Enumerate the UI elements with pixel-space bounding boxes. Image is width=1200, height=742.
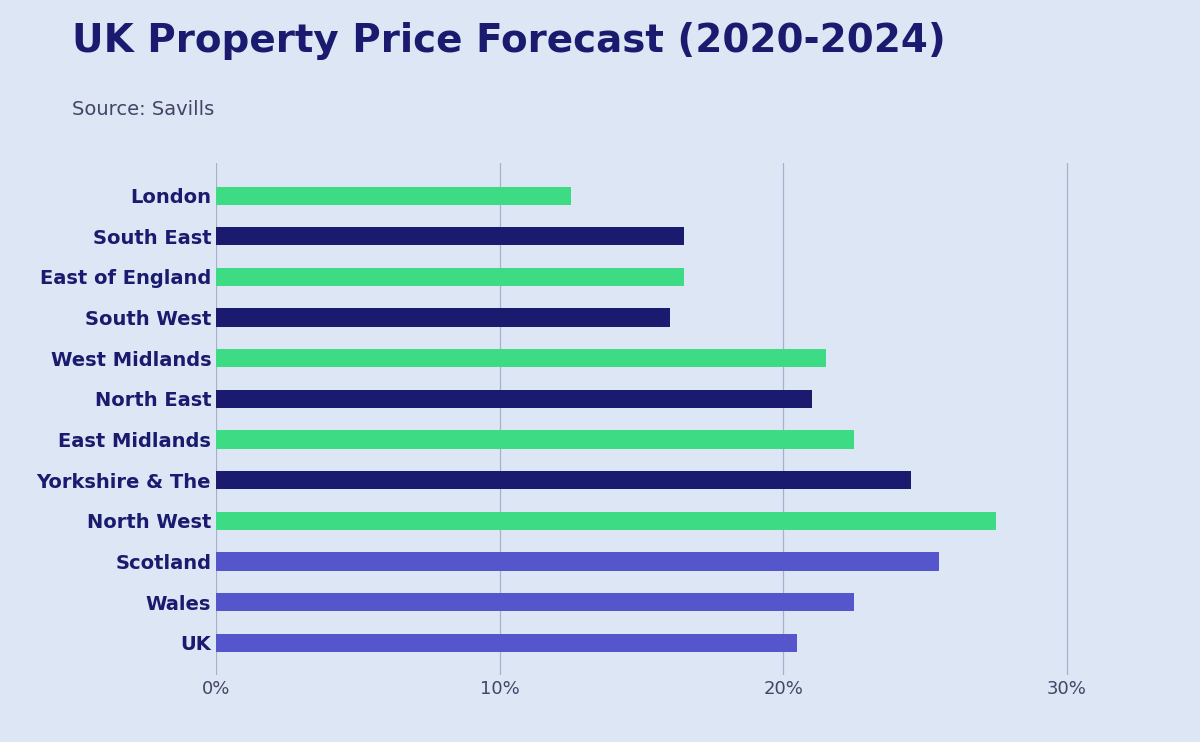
Bar [216, 430, 854, 449]
Bar [216, 349, 826, 367]
Text: UK Property Price Forecast (2020-2024): UK Property Price Forecast (2020-2024) [72, 22, 946, 60]
Bar [216, 512, 996, 530]
Bar [216, 390, 811, 408]
Bar [216, 227, 684, 246]
Bar [216, 268, 684, 286]
Bar [216, 634, 798, 652]
Bar [216, 186, 570, 205]
Bar [216, 552, 940, 571]
Text: Source: Savills: Source: Savills [72, 100, 215, 119]
Bar [216, 593, 854, 611]
Bar [216, 471, 911, 490]
Bar [216, 309, 670, 326]
